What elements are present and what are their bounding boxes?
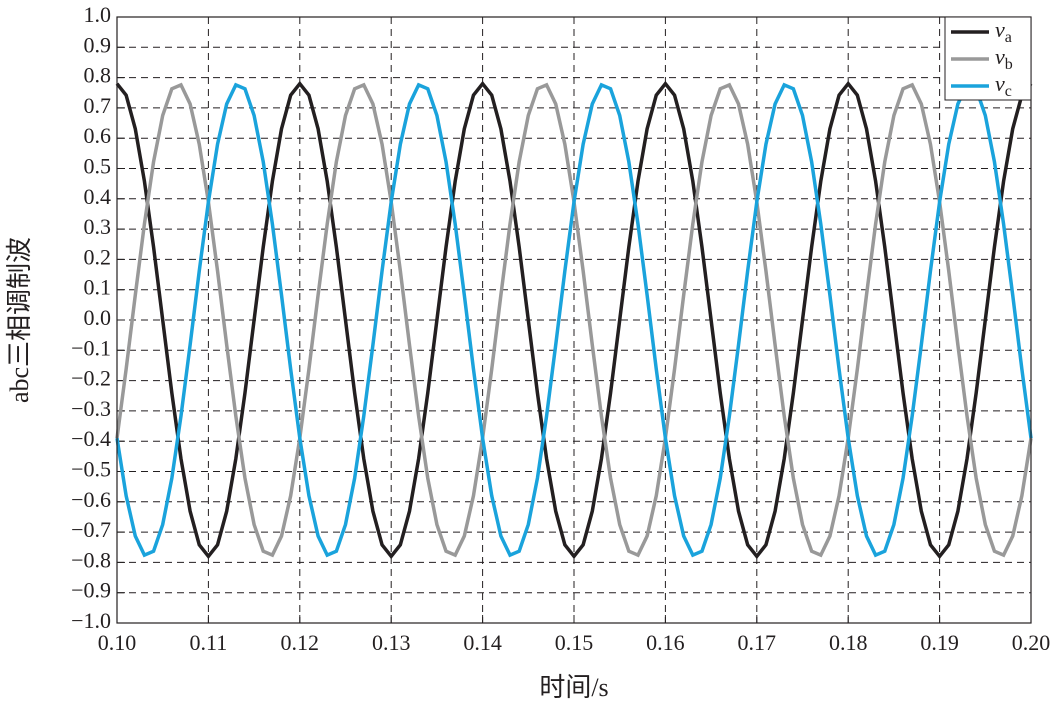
- x-tick-label: 0.12: [281, 630, 320, 655]
- y-tick-label: −0.8: [71, 547, 111, 572]
- y-tick-label: 0.6: [84, 123, 112, 148]
- x-tick-label: 0.16: [646, 630, 685, 655]
- y-axis-label: abc三相调制波: [5, 237, 34, 403]
- x-tick-label: 0.17: [738, 630, 777, 655]
- y-tick-label: −0.6: [71, 487, 111, 512]
- y-tick-label: 0.4: [84, 184, 112, 209]
- y-tick-label: −0.3: [71, 396, 111, 421]
- x-tick-label: 0.20: [1012, 630, 1051, 655]
- y-tick-label: −0.1: [71, 335, 111, 360]
- series-line: [115, 82, 1033, 558]
- y-tick-label: 0.2: [84, 244, 112, 269]
- x-tick-label: 0.10: [98, 630, 137, 655]
- legend-label: vb: [995, 44, 1013, 73]
- y-tick-label: 0.1: [84, 275, 112, 300]
- legend-label: va: [995, 17, 1012, 46]
- x-tick-label: 0.15: [555, 630, 594, 655]
- plot-frame: [116, 16, 1032, 624]
- legend-label: vc: [995, 71, 1012, 100]
- y-tick-label: 0.8: [84, 63, 112, 88]
- y-tick-label: 0.5: [84, 154, 112, 179]
- x-tick-label: 0.18: [829, 630, 868, 655]
- y-tick-label: 0.9: [84, 32, 112, 57]
- x-tick-label: 0.11: [190, 630, 228, 655]
- x-tick-label: 0.19: [920, 630, 959, 655]
- y-tick-label: 0.3: [84, 214, 112, 239]
- x-axis-label: 时间/s: [539, 673, 608, 702]
- y-tick-label: 1.0: [84, 2, 112, 27]
- y-tick-label: −0.9: [71, 578, 111, 603]
- x-tick-label: 0.13: [372, 630, 411, 655]
- y-tick-label: −0.7: [71, 517, 111, 542]
- x-tick-label: 0.14: [463, 630, 502, 655]
- y-tick-label: −1.0: [71, 608, 111, 633]
- y-tick-label: 0.7: [84, 93, 112, 118]
- y-tick-label: 0.0: [84, 305, 112, 330]
- y-tick-label: −0.5: [71, 457, 111, 482]
- y-tick-label: −0.4: [71, 426, 111, 451]
- y-tick-label: −0.2: [71, 366, 111, 391]
